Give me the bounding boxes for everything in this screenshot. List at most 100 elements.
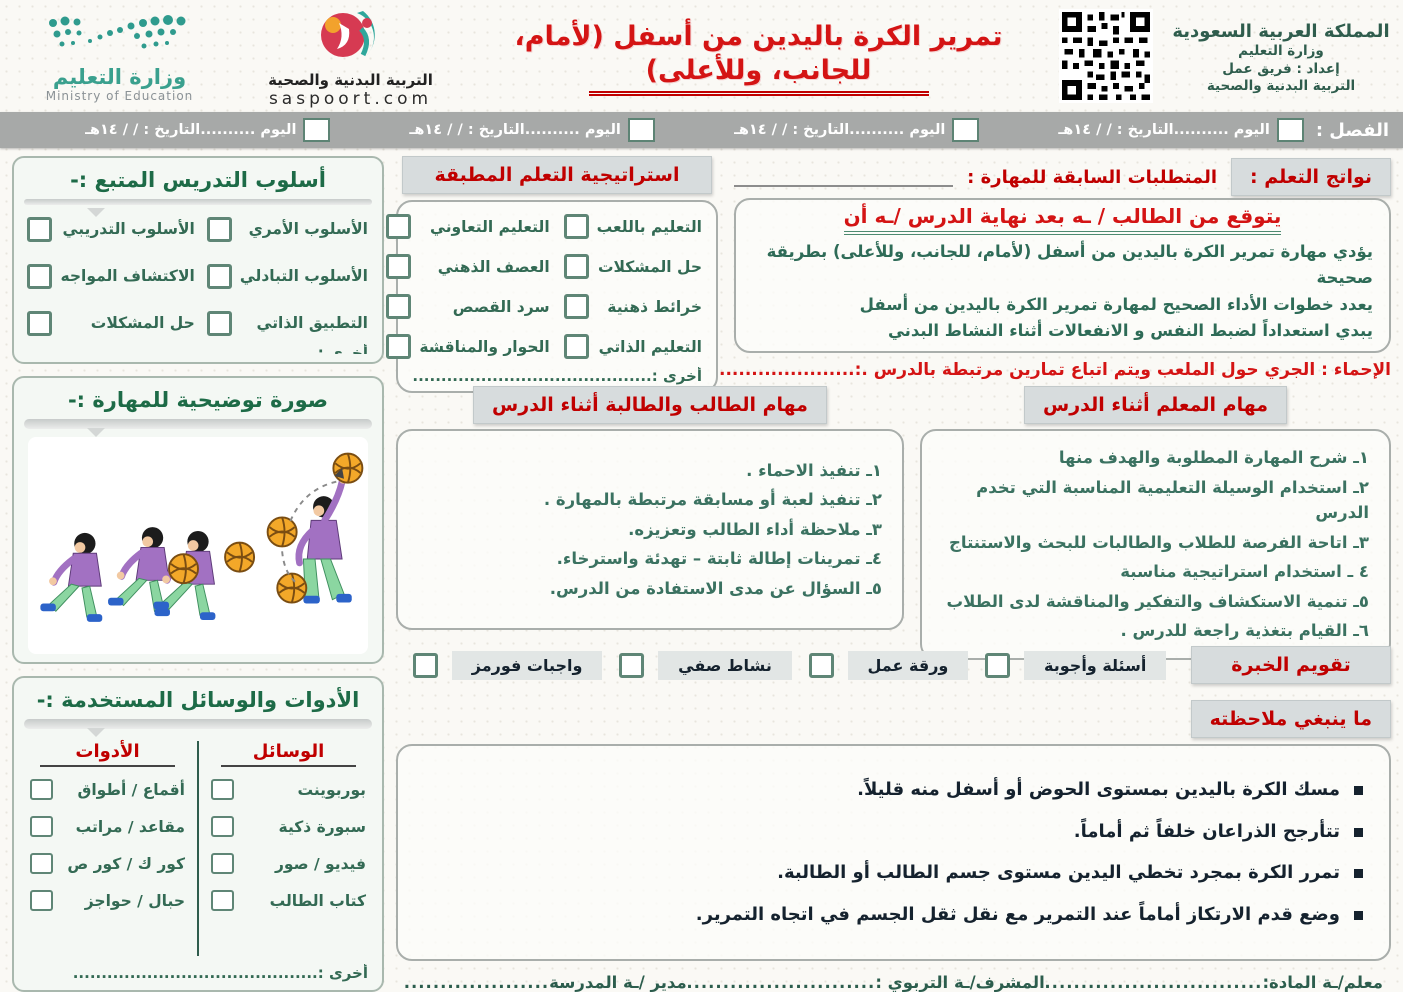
- teacher-signature-line[interactable]: ..............................: [1044, 973, 1263, 992]
- adawat-option: أقماع / أطواق: [28, 771, 187, 808]
- strategy-checkbox[interactable]: [563, 294, 589, 319]
- evaluation-row: تقويم الخبرة أسئلة وأجوبة ورقة عمل نشاط …: [396, 642, 1391, 688]
- wasael-option: سبورة ذكية: [209, 808, 368, 845]
- adawat-checkbox[interactable]: [30, 890, 53, 911]
- strategy-checkbox[interactable]: [563, 334, 589, 359]
- tools-box: الأدوات والوسائل المستخدمة :- الوسائل بو…: [12, 676, 384, 992]
- strategy-checkbox[interactable]: [386, 214, 412, 239]
- wasael-checkbox[interactable]: [211, 890, 234, 911]
- teaching-style-checkbox[interactable]: [27, 216, 53, 242]
- skill-illustration: [28, 437, 368, 654]
- strategy-checkbox[interactable]: [386, 254, 412, 279]
- notes-box: مسك الكرة باليدين بمستوى الحوض أو أسفل م…: [396, 744, 1391, 961]
- date-entry-text-4: اليوم ..........التاريخ : / / ١٤هـ: [84, 122, 297, 138]
- teaching-style-other-line[interactable]: أخرى :..................................…: [28, 343, 368, 354]
- strategy-option: خرائط ذهنية: [563, 294, 702, 319]
- evaluation-option: أسئلة وأجوبة: [985, 650, 1167, 680]
- strategy-label: التعليم التعاوني: [430, 217, 550, 236]
- day-checkbox-3[interactable]: [627, 118, 655, 142]
- wasael-checkbox[interactable]: [211, 853, 234, 874]
- expected-outcome-item: يؤدي مهارة تمرير الكرة باليدين من أسفل (…: [766, 242, 1373, 288]
- teaching-style-checkbox[interactable]: [27, 263, 53, 289]
- wasael-label: سبورة ذكية: [278, 817, 366, 836]
- adawat-option: كور ك / كور ص: [28, 845, 187, 882]
- note-item: تمرر الكرة بمجرد تخطي اليدين مستوى جسم ا…: [424, 860, 1363, 886]
- note-item: مسك الكرة باليدين بمستوى الحوض أو أسفل م…: [424, 777, 1363, 803]
- adawat-label: حبال / حواجز: [84, 891, 185, 910]
- bullet-square-icon: [1354, 869, 1363, 879]
- warmup-line: الإحماء : الجري حول الملعب ويتم اتباع تم…: [719, 360, 1391, 380]
- principal-signature-label: مدير /ـة المدرسة: [549, 973, 687, 992]
- ministry-of-education-logo: وزارة التعليم Ministry of Education: [12, 13, 227, 103]
- evaluation-label: نشاط صفي: [658, 650, 792, 680]
- adawat-option: حبال / حواجز: [28, 882, 187, 919]
- outcomes-line: نواتج التعلم : المتطلبات السابقة للمهارة…: [734, 156, 1391, 198]
- qr-code-icon: [1059, 9, 1153, 103]
- strategy-checkbox[interactable]: [386, 334, 412, 359]
- date-entry-text-2: اليوم ..........التاريخ : / / ١٤هـ: [733, 122, 946, 138]
- volleyball-skill-illustration-icon: [28, 452, 364, 648]
- date-bar: الفصل : اليوم ..........التاريخ : / / ١٤…: [0, 112, 1403, 148]
- adawat-option: مقاعد / مراتب: [28, 808, 187, 845]
- adawat-checkbox[interactable]: [30, 816, 53, 837]
- adawat-label: مقاعد / مراتب: [75, 817, 185, 836]
- teacher-tasks-box: ١ـ شرح المهارة المطلوبة والهدف منها ٢ـ ا…: [920, 429, 1391, 660]
- outcomes-strategies-row: نواتج التعلم : المتطلبات السابقة للمهارة…: [386, 156, 1391, 393]
- teaching-style-label: الأسلوب التبادلي: [239, 267, 368, 286]
- evaluation-label: واجبات فورمز: [451, 650, 603, 680]
- student-tasks-column: مهام الطالب والطالبة أثناء الدرس ١ـ تنفي…: [396, 386, 904, 630]
- supervisor-signature-line[interactable]: ..........................: [686, 973, 876, 992]
- strategy-option: التعليم التعاوني: [386, 214, 550, 239]
- evaluation-checkbox[interactable]: [808, 652, 834, 678]
- adawat-checkbox[interactable]: [30, 853, 53, 874]
- ksa-country-name: المملكة العربية السعودية: [1172, 20, 1390, 42]
- strategy-checkbox[interactable]: [563, 254, 589, 279]
- student-task-item: ٣ـ ملاحظة أداء الطالب وتعزيزه.: [628, 519, 882, 539]
- strategy-label: سرد القصص: [452, 297, 550, 316]
- wasael-option: فيديو / صور: [209, 845, 368, 882]
- sidebar-column: أسلوب التدريس المتبع :- الأسلوب الأمري ا…: [12, 156, 384, 992]
- teaching-style-label: الاكتشاف المواجه: [60, 267, 195, 286]
- strategy-checkbox[interactable]: [386, 294, 412, 319]
- day-checkbox-1[interactable]: [1276, 118, 1304, 142]
- evaluation-checkbox[interactable]: [985, 652, 1011, 678]
- teaching-style-box: أسلوب التدريس المتبع :- الأسلوب الأمري ا…: [12, 156, 384, 364]
- strategies-other-line[interactable]: أخرى :..................................…: [412, 367, 702, 385]
- strategy-label: التعليم الذاتي: [598, 337, 702, 356]
- tools-other-line[interactable]: أخرى :..................................…: [72, 964, 368, 982]
- teaching-style-checkbox[interactable]: [206, 310, 232, 336]
- teacher-task-item: ٢ـ استخدام الوسيلة التعليمية المناسبة ال…: [976, 477, 1369, 523]
- wasael-checkbox[interactable]: [211, 779, 234, 800]
- wasael-label: كتاب الطالب: [269, 891, 366, 910]
- prerequisites-blank-line[interactable]: [734, 167, 954, 187]
- day-checkbox-4[interactable]: [303, 118, 331, 142]
- ksa-prepared-by: إعداد : فريق عمل: [1222, 60, 1340, 77]
- teacher-task-item: ٤ ـ استخدام استراتيجية مناسبة: [1120, 562, 1369, 582]
- moe-logo-title: وزارة التعليم: [52, 65, 187, 89]
- wasael-checkbox[interactable]: [211, 816, 234, 837]
- supervisor-signature-label: المشرف/ـة التربوي :: [875, 973, 1045, 992]
- title-divider-strip: [24, 419, 372, 437]
- date-entry-3: اليوم ..........التاريخ : / / ١٤هـ: [338, 118, 655, 142]
- strategy-checkbox[interactable]: [563, 214, 589, 239]
- adawat-checkbox[interactable]: [30, 779, 53, 800]
- ksa-ministry-name: وزارة التعليم: [1238, 43, 1324, 60]
- note-text: تتأرجح الذراعان خلفاً ثم أماماً.: [1073, 820, 1340, 842]
- strategy-option: سرد القصص: [386, 294, 550, 319]
- wasael-option: بوربوينت: [209, 771, 368, 808]
- evaluation-checkbox[interactable]: [619, 652, 645, 678]
- skill-image-title: صورة توضيحية للمهارة :-: [67, 388, 329, 412]
- day-checkbox-2[interactable]: [952, 118, 980, 142]
- main-column: نواتج التعلم : المتطلبات السابقة للمهارة…: [386, 156, 1391, 992]
- teaching-style-checkbox[interactable]: [206, 263, 232, 289]
- date-entry-4: اليوم ..........التاريخ : / / ١٤هـ: [14, 118, 331, 142]
- evaluation-checkbox[interactable]: [412, 652, 438, 678]
- principal-signature-line[interactable]: ....................: [404, 973, 550, 992]
- teacher-task-item: ٦ـ القيام بتغذية راجعة للدرس .: [1120, 621, 1369, 641]
- title-divider-strip: [24, 199, 372, 217]
- teaching-style-checkbox[interactable]: [206, 216, 232, 242]
- class-label: الفصل :: [1315, 119, 1389, 141]
- teaching-style-checkbox[interactable]: [27, 310, 53, 336]
- bullet-square-icon: [1354, 910, 1363, 920]
- strategies-header: استراتيجية التعلم المطبقة: [402, 156, 712, 194]
